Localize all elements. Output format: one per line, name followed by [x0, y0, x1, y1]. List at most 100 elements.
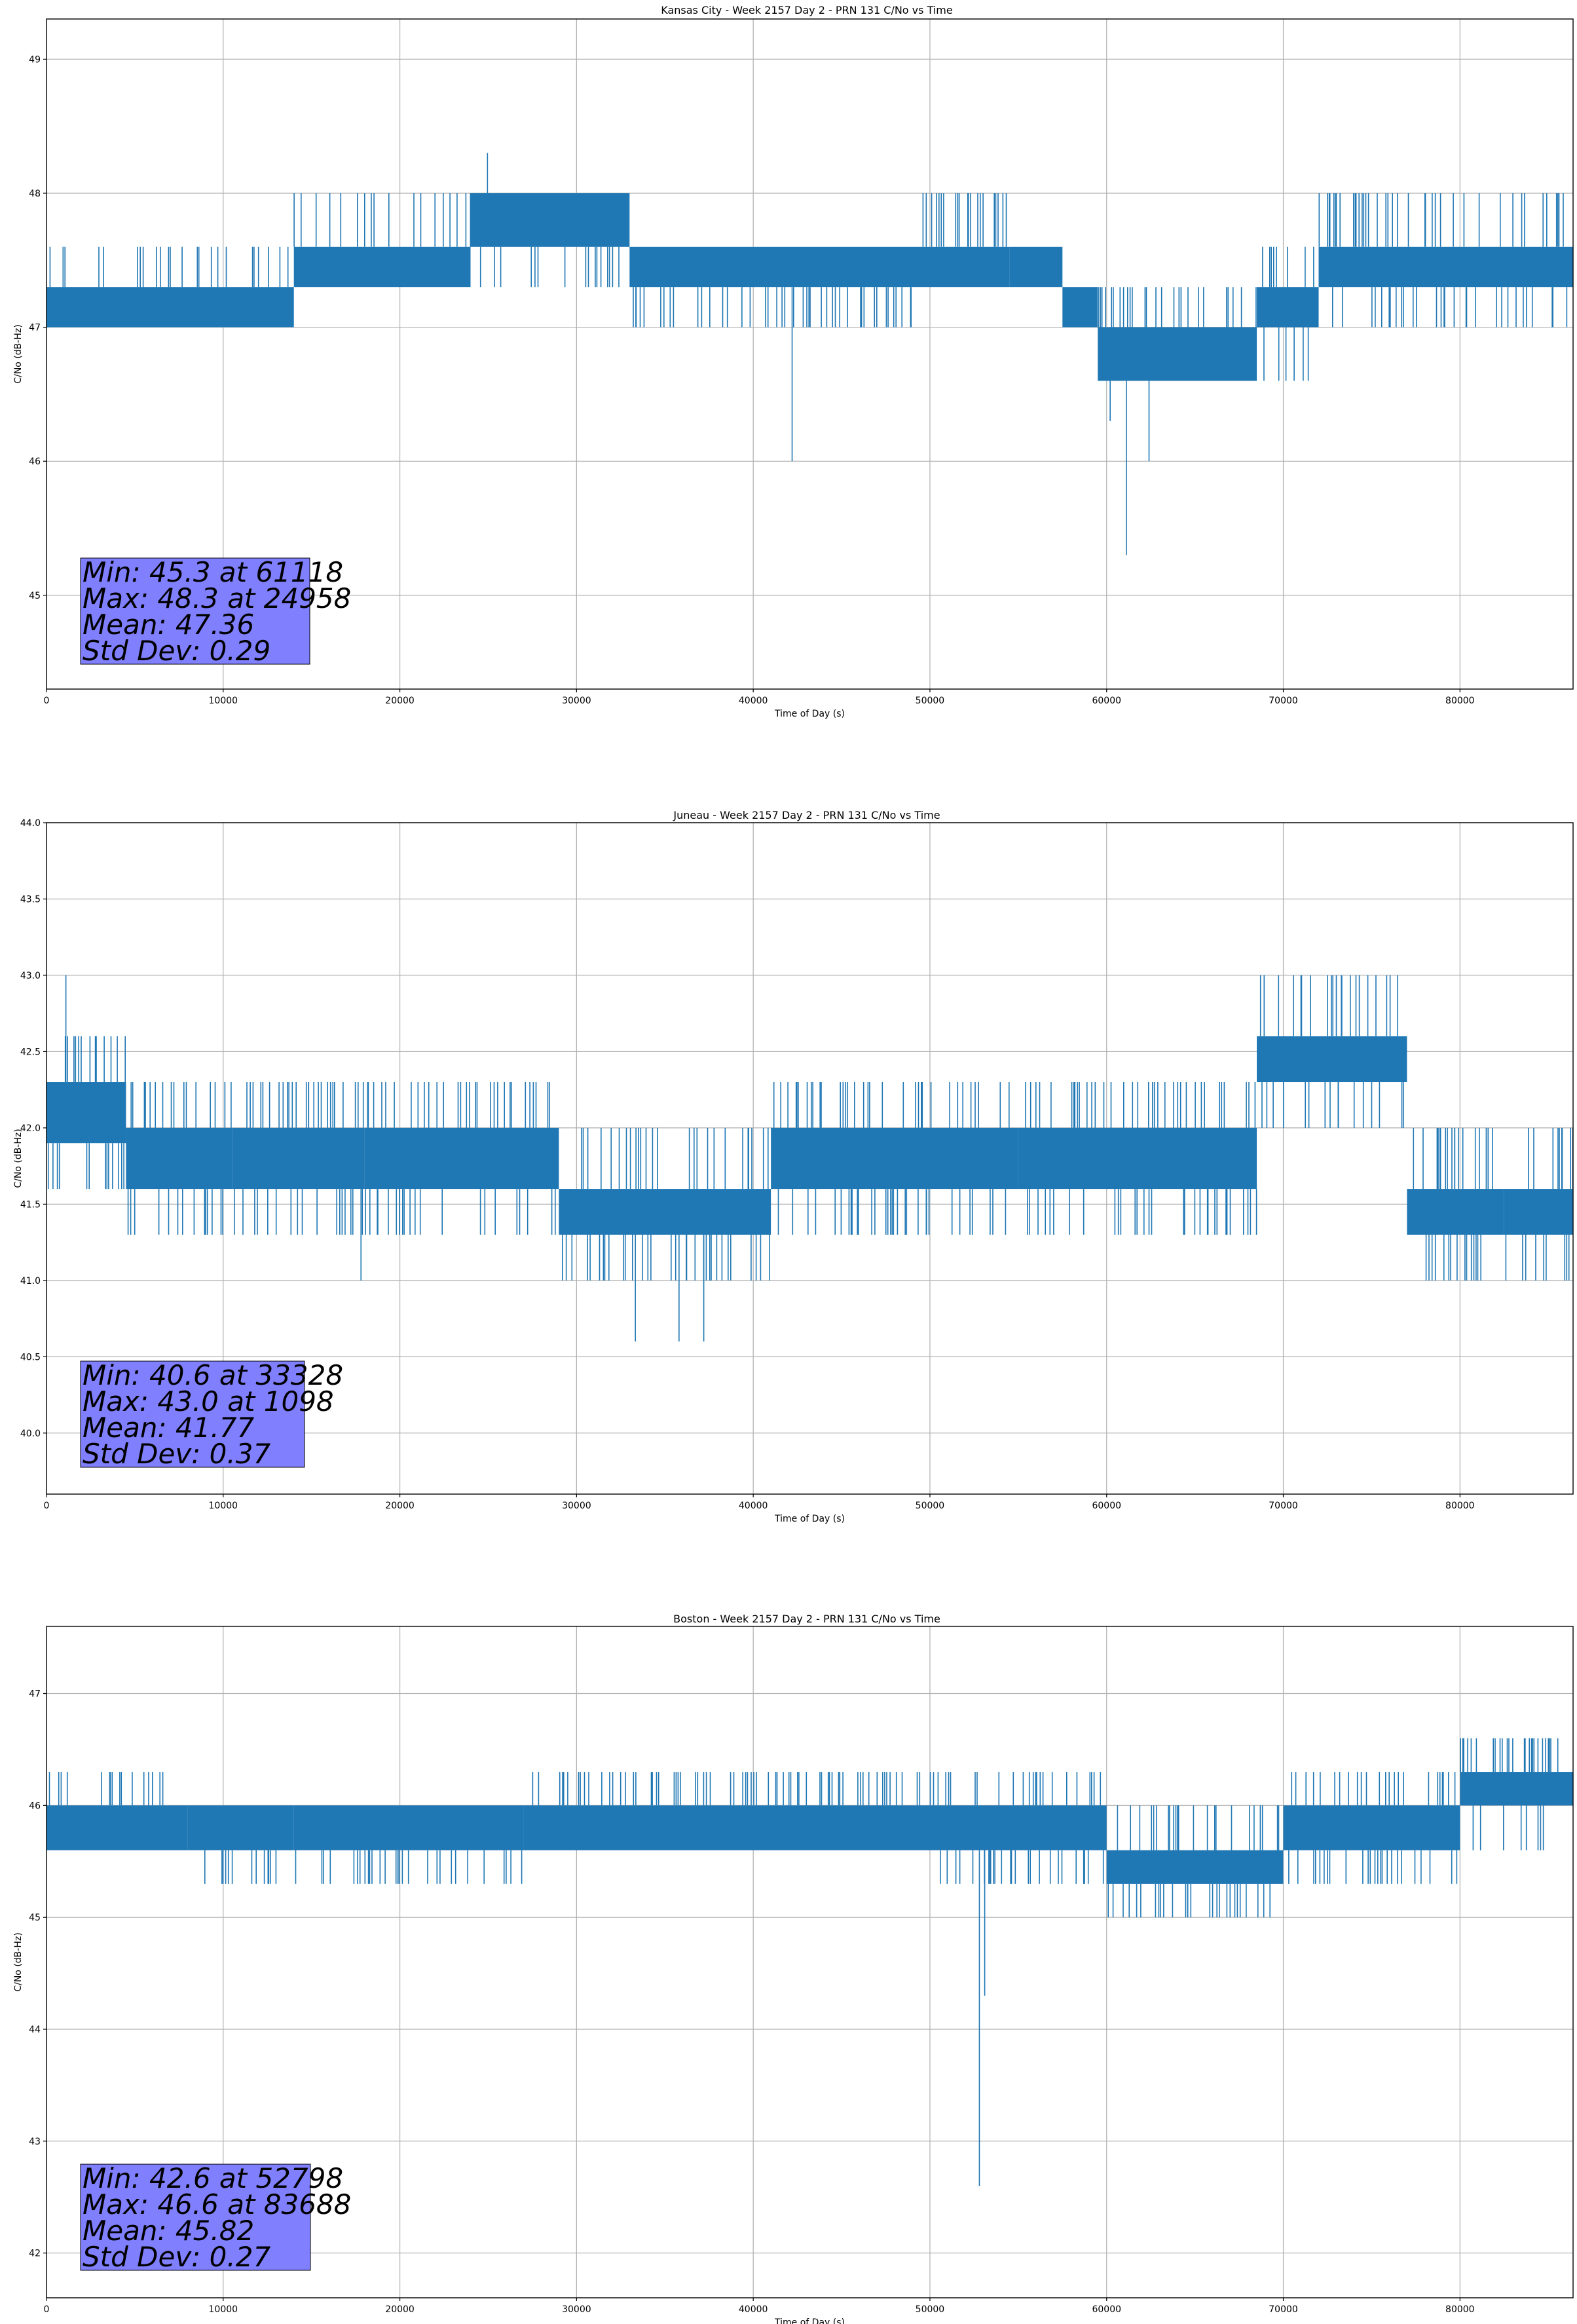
axes-frame: [46, 18, 1574, 690]
data-series: [46, 153, 1573, 555]
stats-box-background: [80, 557, 310, 665]
stat-min: Min: 45.3 at 61118: [83, 556, 343, 588]
series-noise: [1288, 1772, 1458, 1884]
series-band: [1098, 327, 1257, 381]
x-tick-label: 80000: [1445, 696, 1475, 706]
series-band: [912, 246, 1010, 288]
series-noise: [1259, 975, 1404, 1128]
series-noise: [49, 246, 289, 288]
series-band: [1504, 1189, 1573, 1235]
series-noise: [1098, 287, 1257, 328]
y-tick-label: 42.0: [20, 1123, 41, 1134]
series-noise: [1025, 1082, 1257, 1235]
y-tick-label: 43: [29, 2137, 41, 2147]
series-noise: [532, 1772, 921, 1806]
series-band: [232, 1127, 365, 1190]
series-noise: [47, 1036, 126, 1190]
y-tick-label: 42: [29, 2249, 41, 2259]
series-noise: [365, 1082, 556, 1235]
x-axis-ticks: 0 10000 20000 30000 40000 50000 60000 70000 8000…: [44, 689, 1475, 706]
series-noise: [773, 1082, 1010, 1235]
y-tick-label: 40.0: [20, 1429, 41, 1439]
x-tick-label: 70000: [1269, 1501, 1298, 1511]
series-noise: [929, 1772, 1104, 1884]
stats-box: Min: 42.6 at 52798 Max: 46.6 at 83688 Me…: [80, 2162, 351, 2273]
x-tick-label: 30000: [562, 1501, 591, 1511]
stats-box-background: [80, 2164, 311, 2271]
y-tick-label: 44: [29, 2025, 41, 2035]
series-noise: [204, 1850, 277, 1884]
series-band: [559, 1189, 771, 1235]
stat-std-dev: Std Dev: 0.27: [83, 2241, 270, 2273]
grid-lines: [46, 19, 1573, 689]
stat-min: Min: 40.6 at 33328: [83, 1359, 343, 1391]
axes-frame: [46, 1626, 1574, 2298]
x-tick-label: 30000: [562, 696, 591, 706]
x-axis-ticks: 0 10000 20000 30000 40000 50000 60000 70000 8000…: [44, 1494, 1475, 1511]
y-tick-label: 43.5: [20, 894, 41, 905]
series-band: [1407, 1189, 1504, 1235]
x-tick-label: 40000: [739, 1501, 768, 1511]
series-noise: [1318, 193, 1568, 328]
chart-title: Juneau - Week 2157 Day 2 - PRN 131 C/No …: [673, 809, 940, 821]
series-band: [1106, 1850, 1284, 1884]
stat-mean: Mean: 45.82: [83, 2215, 254, 2247]
x-tick-label: 80000: [1445, 2304, 1475, 2315]
x-tick-label: 20000: [385, 1501, 415, 1511]
y-tick-label: 43.0: [20, 971, 41, 981]
series-band: [364, 1127, 559, 1190]
series-band: [1009, 246, 1063, 288]
stat-std-dev: Std Dev: 0.37: [83, 1438, 270, 1470]
series-band: [46, 1805, 188, 1850]
axes-frame: [46, 822, 1574, 1495]
x-tick-label: 30000: [562, 2304, 591, 2315]
x-tick-label: 20000: [385, 2304, 415, 2315]
x-tick-label: 80000: [1445, 1501, 1475, 1511]
y-tick-label: 45: [29, 1913, 41, 1923]
y-tick-label: 47: [29, 1689, 41, 1700]
series-noise: [1262, 246, 1314, 381]
y-tick-label: 40.5: [20, 1352, 41, 1362]
stat-mean: Mean: 47.36: [83, 609, 254, 641]
series-noise: [234, 1082, 364, 1235]
x-tick-label: 0: [44, 696, 50, 706]
series-band: [293, 1805, 524, 1850]
series-noise: [633, 287, 912, 328]
x-tick-label: 10000: [209, 696, 238, 706]
stat-max: Max: 43.0 at 1098: [83, 1385, 334, 1417]
series-band: [629, 246, 912, 288]
chart-title: Kansas City - Week 2157 Day 2 - PRN 131 …: [661, 4, 952, 16]
series-band: [470, 193, 630, 247]
x-tick-label: 50000: [916, 2304, 945, 2315]
series-noise: [562, 1127, 770, 1281]
x-axis-label: Time of Day (s): [774, 2317, 845, 2324]
x-tick-label: 10000: [209, 1501, 238, 1511]
x-tick-label: 60000: [1092, 696, 1121, 706]
series-noise: [922, 193, 1007, 247]
x-tick-label: 60000: [1092, 2304, 1121, 2315]
series-band: [187, 1805, 294, 1850]
x-tick-label: 50000: [916, 696, 945, 706]
y-axis-label: C/No (dB-Hz): [13, 1129, 24, 1188]
series-band: [1460, 1772, 1573, 1806]
x-axis-label: Time of Day (s): [774, 709, 845, 719]
y-tick-label: 47: [29, 323, 41, 333]
stat-mean: Mean: 41.77: [83, 1412, 254, 1444]
series-noise: [1505, 1127, 1574, 1281]
data-series: [46, 1738, 1573, 2186]
series-noise: [293, 193, 472, 247]
stats-box: Min: 40.6 at 33328 Max: 43.0 at 1098 Mea…: [80, 1359, 343, 1470]
x-tick-label: 40000: [739, 2304, 768, 2315]
stats-box: Min: 45.3 at 61118 Max: 48.3 at 24958 Me…: [80, 556, 351, 667]
kansas-city-chart: Kansas City - Week 2157 Day 2 - PRN 131 …: [13, 4, 1574, 719]
series-band: [46, 1082, 126, 1144]
series-noise: [127, 1082, 232, 1235]
y-tick-label: 44.0: [20, 818, 41, 829]
y-axis-ticks: 40.0 40.5 41.0 41.5 42.0 42.5 43.0 43.5 44.0: [20, 818, 46, 1439]
series-band: [46, 287, 294, 328]
series-band: [293, 246, 471, 288]
series-band: [126, 1127, 232, 1190]
y-axis-label: C/No (dB-Hz): [13, 324, 24, 383]
y-tick-label: 48: [29, 189, 41, 199]
